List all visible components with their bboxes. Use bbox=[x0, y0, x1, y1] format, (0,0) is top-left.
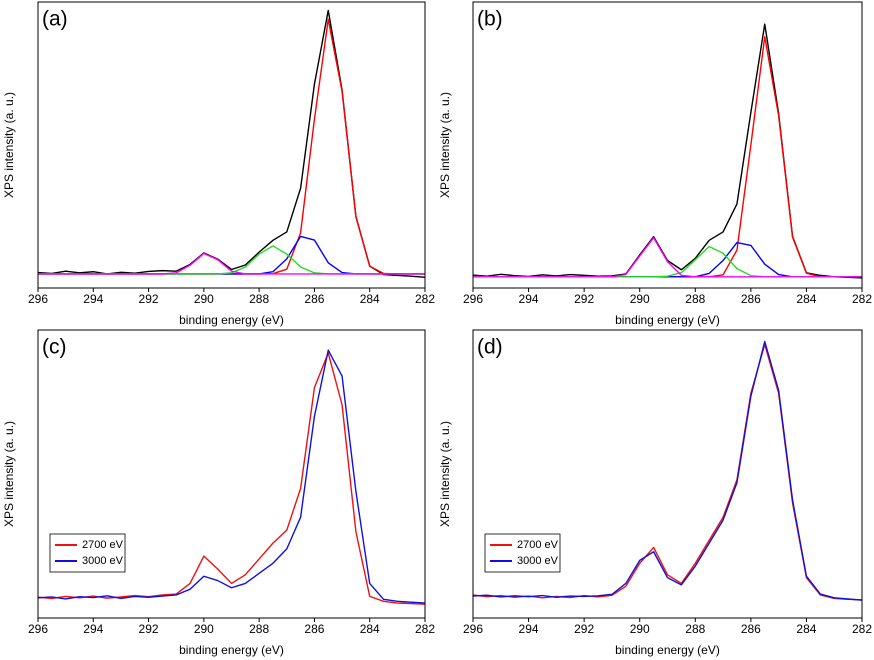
x-tick-label: 282 bbox=[852, 292, 872, 306]
spectrum-line bbox=[473, 36, 862, 278]
x-tick-label: 290 bbox=[630, 622, 650, 636]
legend-label: 2700 eV bbox=[82, 539, 124, 551]
plot-frame bbox=[472, 1, 863, 289]
x-tick-label: 288 bbox=[685, 622, 705, 636]
spectrum-line bbox=[473, 237, 862, 278]
y-axis-label: XPS intensity (a. u.) bbox=[2, 421, 16, 527]
x-tick-label: 292 bbox=[139, 622, 159, 636]
x-tick-label: 286 bbox=[304, 292, 324, 306]
spectrum-line bbox=[38, 252, 425, 275]
x-tick-label: 282 bbox=[415, 292, 435, 306]
x-tick-label: 294 bbox=[519, 292, 539, 306]
y-axis-label: XPS intensity (a. u.) bbox=[438, 421, 452, 527]
x-axis-label: binding energy (eV) bbox=[179, 313, 284, 327]
spectrum-line bbox=[472, 340, 863, 601]
legend-box bbox=[484, 533, 561, 573]
plot-frame bbox=[472, 329, 863, 619]
x-tick-label: 286 bbox=[741, 622, 761, 636]
legend: 2700 eV 3000 eV bbox=[484, 533, 561, 573]
x-tick-label: 296 bbox=[463, 622, 483, 636]
x-tick-label: 284 bbox=[796, 292, 816, 306]
x-tick-label: 292 bbox=[139, 292, 159, 306]
x-tick-label: 286 bbox=[304, 622, 324, 636]
x-tick-label: 286 bbox=[741, 292, 761, 306]
legend: 2700 eV 3000 eV bbox=[49, 533, 126, 573]
legend-label: 2700 eV bbox=[517, 539, 559, 551]
spectrum-line bbox=[37, 352, 426, 605]
x-tick-label: 288 bbox=[249, 292, 269, 306]
x-axis-label: binding energy (eV) bbox=[615, 643, 720, 657]
x-tick-label: 296 bbox=[463, 292, 483, 306]
y-axis-label: XPS intensity (a. u.) bbox=[438, 92, 452, 198]
x-tick-label: 296 bbox=[28, 292, 48, 306]
spectrum-line bbox=[472, 23, 863, 279]
x-tick-label: 282 bbox=[415, 622, 435, 636]
y-axis-label: XPS intensity (a. u.) bbox=[2, 92, 16, 198]
x-tick-label: 290 bbox=[630, 292, 650, 306]
x-tick-label: 282 bbox=[852, 622, 872, 636]
x-tick-label: 284 bbox=[360, 292, 380, 306]
plot-frame bbox=[37, 329, 426, 619]
x-tick-label: 290 bbox=[194, 622, 214, 636]
x-axis-label: binding energy (eV) bbox=[615, 313, 720, 327]
spectrum-line bbox=[37, 349, 426, 604]
panel-label: (d) bbox=[477, 336, 503, 359]
legend-label: 3000 eV bbox=[82, 555, 124, 567]
x-tick-label: 288 bbox=[249, 622, 269, 636]
x-tick-label: 292 bbox=[574, 622, 594, 636]
spectrum-line bbox=[37, 9, 426, 279]
x-tick-label: 296 bbox=[28, 622, 48, 636]
panel-label: (b) bbox=[477, 8, 503, 31]
x-tick-label: 294 bbox=[519, 622, 539, 636]
x-tick-label: 288 bbox=[685, 292, 705, 306]
x-tick-label: 294 bbox=[83, 292, 103, 306]
x-axis-label: binding energy (eV) bbox=[179, 643, 284, 657]
spectrum-line bbox=[38, 18, 425, 275]
x-tick-label: 294 bbox=[83, 622, 103, 636]
x-tick-label: 284 bbox=[360, 622, 380, 636]
x-tick-label: 290 bbox=[194, 292, 214, 306]
plot-frame bbox=[37, 1, 426, 289]
panel-label: (c) bbox=[42, 336, 67, 359]
legend-box bbox=[49, 533, 126, 573]
x-tick-label: 292 bbox=[574, 292, 594, 306]
legend-label: 3000 eV bbox=[517, 555, 559, 567]
x-tick-label: 284 bbox=[796, 622, 816, 636]
panel-label: (a) bbox=[42, 8, 68, 31]
